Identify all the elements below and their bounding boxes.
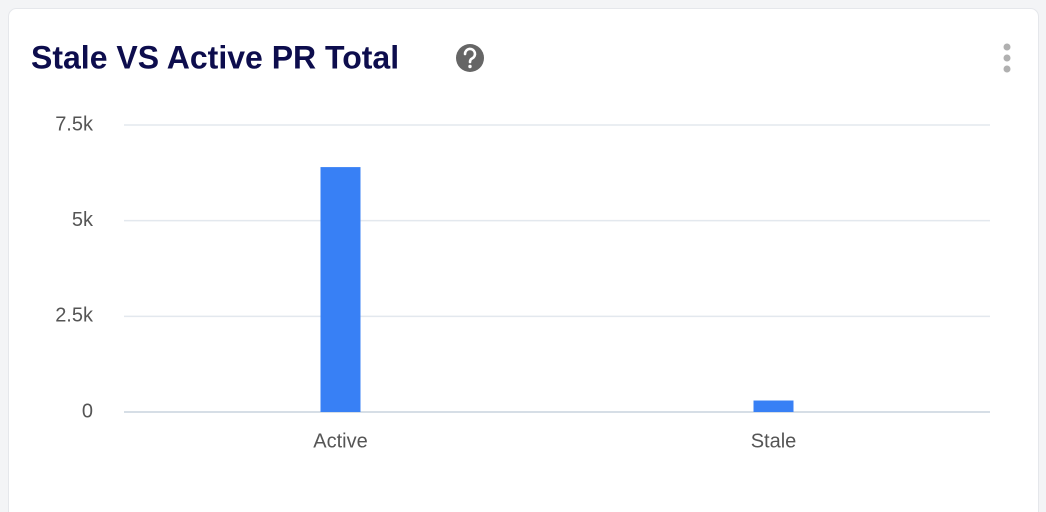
menu-dot[interactable] bbox=[1003, 65, 1011, 73]
bar bbox=[753, 400, 794, 412]
y-tick-label: 0 bbox=[82, 400, 93, 422]
help-icon-circle[interactable] bbox=[456, 44, 484, 72]
x-tick-label: Active bbox=[313, 430, 367, 452]
help-icon-dot[interactable] bbox=[468, 64, 472, 69]
x-tick-label: Stale bbox=[751, 430, 797, 452]
menu-dot[interactable] bbox=[1003, 54, 1011, 62]
help-icon-glyph[interactable] bbox=[463, 47, 477, 64]
y-tick-label: 2.5k bbox=[55, 305, 94, 327]
menu-dot[interactable] bbox=[1003, 43, 1011, 51]
y-tick-label: 7.5k bbox=[55, 113, 94, 135]
card bbox=[8, 8, 1039, 512]
y-tick-label: 5k bbox=[72, 209, 94, 231]
menu-icon[interactable] bbox=[1003, 43, 1011, 73]
help-icon[interactable] bbox=[456, 44, 484, 72]
chart-title: Stale VS Active PR Total bbox=[31, 39, 399, 75]
bar bbox=[320, 167, 361, 412]
